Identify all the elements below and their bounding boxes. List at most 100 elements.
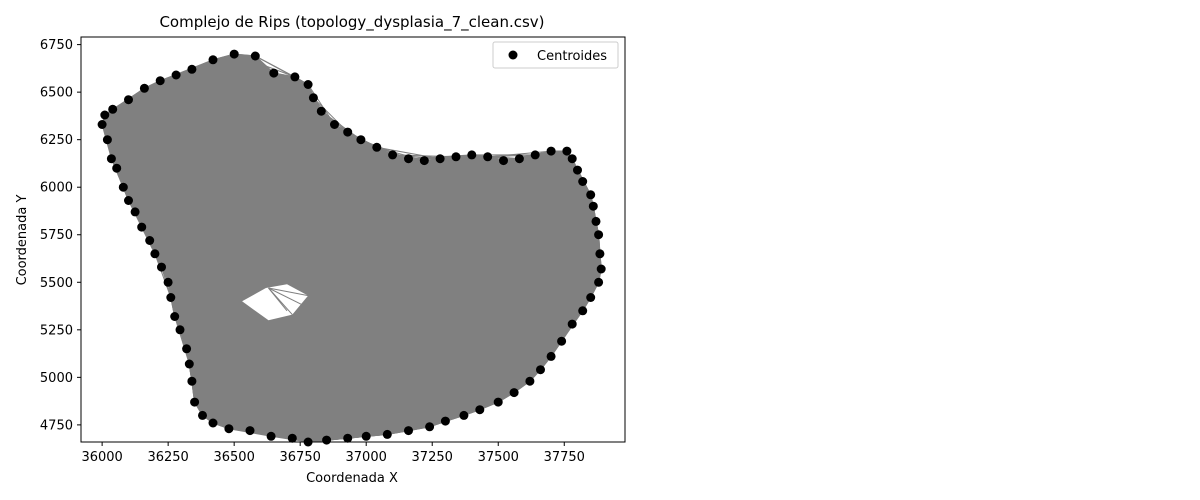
centroid-point <box>108 104 118 114</box>
complex-edge <box>550 150 578 171</box>
centroid-point <box>404 426 413 436</box>
x-tick-label: 36000 <box>81 450 122 465</box>
complex-edge <box>202 414 251 432</box>
complex-hole <box>242 284 309 321</box>
centroid-point <box>356 135 366 145</box>
centroid-point <box>546 146 556 156</box>
centroid-point <box>150 249 160 259</box>
centroid-point <box>509 388 519 398</box>
centroid-point <box>266 431 276 441</box>
x-tick-label: 37250 <box>412 450 453 465</box>
x-axis-label: Coordenada X <box>306 471 398 486</box>
centroid-point <box>586 190 596 200</box>
x-tick-label: 36750 <box>280 450 321 465</box>
centroid-point <box>100 110 110 120</box>
legend: Centroides <box>492 41 619 69</box>
complex-edge <box>191 55 256 70</box>
centroid-point <box>440 416 450 426</box>
complex-edge <box>487 150 552 158</box>
centroid-point <box>130 207 140 217</box>
complex-edge <box>294 76 314 99</box>
centroid-point <box>578 177 588 186</box>
complex-edge <box>255 55 296 78</box>
y-axis: 4750 5000 5250 5500 5750 6000 6250 6500 6750 <box>40 38 81 433</box>
centroid-point <box>372 142 382 152</box>
centroid-point <box>157 262 166 272</box>
centroid-point <box>112 163 122 173</box>
centroid-point <box>475 405 485 415</box>
centroid-point <box>187 64 197 74</box>
centroid-point <box>184 359 194 369</box>
centroid-point <box>124 196 133 205</box>
centroid-point <box>483 152 493 162</box>
centroid-point <box>567 154 577 164</box>
centroid-point <box>330 120 339 129</box>
centroid-point <box>573 165 582 175</box>
centroid-point <box>139 83 149 93</box>
centroid-point <box>229 49 239 59</box>
complex-edge <box>212 59 274 74</box>
legend-label: Centroides <box>537 49 607 64</box>
complex-edge <box>497 369 541 403</box>
legend-marker <box>508 50 518 60</box>
centroid-point <box>208 418 218 428</box>
x-tick-label: 36500 <box>213 450 254 465</box>
centroid-point <box>145 236 155 245</box>
centroid-point <box>530 150 540 160</box>
complex-edge <box>191 380 214 424</box>
centroid-point <box>316 106 326 116</box>
complex-edge <box>307 84 335 125</box>
centroid-point <box>596 264 606 274</box>
centroid-point <box>588 201 598 211</box>
x-axis: 36000 36250 36500 36750 37000 37250 37500 37750 <box>81 442 585 465</box>
x-tick-label: 37750 <box>544 450 585 465</box>
centroid-point <box>419 156 429 166</box>
centroid-point <box>250 51 260 61</box>
y-axis-label: Coordenada Y <box>15 195 30 286</box>
centroid-point <box>562 146 572 156</box>
hole-edge <box>268 287 288 312</box>
centroid-point <box>467 150 477 160</box>
chart-title: Complejo de Rips (topology_dysplasia_7_c… <box>159 13 544 32</box>
centroid-point <box>591 216 601 226</box>
centroid-point <box>546 351 556 361</box>
centroid-point <box>287 433 297 443</box>
plot-frame <box>80 36 626 443</box>
centroid-point <box>514 154 524 164</box>
y-tick-label: 6000 <box>40 181 73 196</box>
centroid-point <box>382 429 392 439</box>
centroid-point <box>187 376 197 386</box>
centroid-point <box>124 95 133 105</box>
centroid-point <box>102 135 112 145</box>
centroid-point <box>322 435 332 445</box>
centroid-point <box>343 433 353 443</box>
centroid-point <box>269 68 279 78</box>
centroid-point <box>245 426 255 436</box>
centroid-point <box>155 76 165 86</box>
y-tick-label: 5000 <box>40 371 73 386</box>
hole-edge <box>268 287 304 306</box>
y-tick-label: 5250 <box>40 323 73 338</box>
centroid-point <box>182 344 192 354</box>
centroid-point <box>343 127 353 137</box>
centroid-point <box>425 422 435 432</box>
centroid-point <box>170 312 180 321</box>
complex-edge <box>519 158 578 171</box>
centroid-point <box>224 424 234 434</box>
complex-edge <box>194 401 230 430</box>
x-tick-label: 37000 <box>346 450 387 465</box>
complex-edge <box>194 401 251 432</box>
centroid-point <box>171 70 181 80</box>
centroid-point <box>97 120 107 129</box>
centroid-point <box>198 410 207 420</box>
complex-edge <box>106 99 129 140</box>
centroid-point <box>586 293 596 302</box>
centroid-point <box>451 152 461 162</box>
centroid-point <box>404 154 413 164</box>
centroid-point <box>118 182 128 192</box>
centroid-point <box>595 249 605 259</box>
x-tick-label: 36250 <box>147 450 188 465</box>
y-tick-label: 6250 <box>40 133 73 148</box>
y-tick-label: 5500 <box>40 276 73 291</box>
complex-edge <box>313 97 349 133</box>
